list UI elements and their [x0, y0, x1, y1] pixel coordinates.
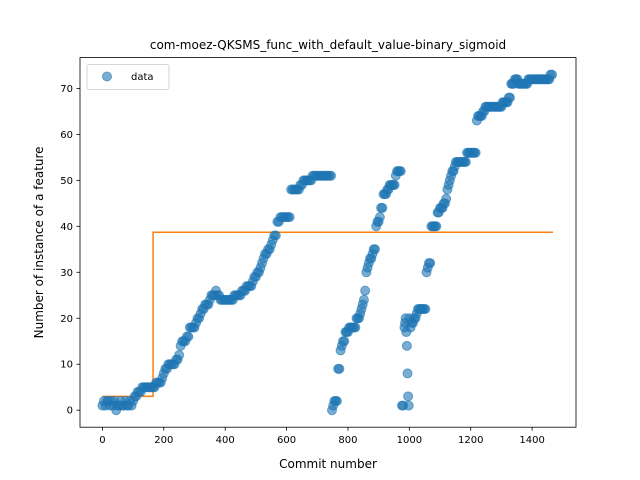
chart-title: com-moez-QKSMS_func_with_default_value-b…: [150, 38, 506, 52]
data-point: [284, 212, 295, 223]
y-axis-ticks: 0 10 20 30 40 50 60 70: [60, 84, 80, 417]
data-point: [389, 179, 400, 190]
data-point: [402, 368, 413, 379]
data-point: [270, 230, 281, 241]
y-tick-label: 0: [67, 406, 73, 417]
x-tick-label: 1000: [397, 435, 422, 446]
data-point: [431, 221, 442, 232]
y-tick-label: 70: [60, 84, 73, 95]
data-point: [425, 258, 436, 269]
x-axis-ticks: 0 200 400 600 800 1000 1200 1400: [99, 427, 545, 446]
data-point: [395, 166, 406, 177]
data-point: [369, 244, 380, 255]
x-tick-label: 800: [338, 435, 357, 446]
data-point: [183, 331, 194, 342]
y-tick-label: 30: [60, 268, 73, 279]
x-tick-label: 1200: [458, 435, 483, 446]
data-point: [547, 69, 558, 80]
data-point: [331, 396, 342, 406]
plot-area: [97, 69, 558, 416]
x-tick-label: 200: [154, 435, 173, 446]
data-point: [377, 202, 388, 213]
data-point: [470, 147, 481, 158]
x-tick-label: 600: [277, 435, 296, 446]
x-tick-label: 1400: [519, 435, 544, 446]
data-point: [350, 322, 361, 333]
y-tick-label: 60: [60, 130, 73, 141]
data-point: [339, 336, 350, 347]
data-point: [460, 156, 471, 167]
fit-line: [102, 231, 553, 398]
legend-marker-data: [102, 71, 112, 82]
y-tick-label: 20: [60, 314, 73, 325]
x-tick-label: 0: [99, 435, 105, 446]
data-point: [174, 350, 185, 361]
axes-frame: [79, 57, 577, 428]
data-point: [374, 212, 385, 223]
x-tick-label: 400: [216, 435, 235, 446]
legend-label-data: data: [131, 72, 154, 83]
data-point: [403, 391, 414, 402]
data-point: [360, 285, 371, 296]
data-point: [420, 304, 431, 315]
data-points: [97, 69, 558, 416]
data-point: [326, 170, 337, 181]
data-point: [505, 92, 516, 103]
y-tick-label: 40: [60, 222, 73, 233]
legend-box: [86, 64, 170, 90]
y-axis-label: Number of instance of a feature: [32, 146, 46, 338]
data-point: [401, 340, 412, 351]
legend: data: [86, 64, 170, 90]
fit-line-layer: [102, 231, 553, 398]
y-tick-label: 10: [60, 360, 73, 371]
x-axis-label: Commit number: [279, 457, 377, 471]
data-point: [441, 193, 452, 204]
y-tick-label: 50: [60, 176, 73, 187]
data-point: [334, 363, 345, 374]
data-point: [358, 294, 369, 305]
data-point: [403, 400, 414, 411]
